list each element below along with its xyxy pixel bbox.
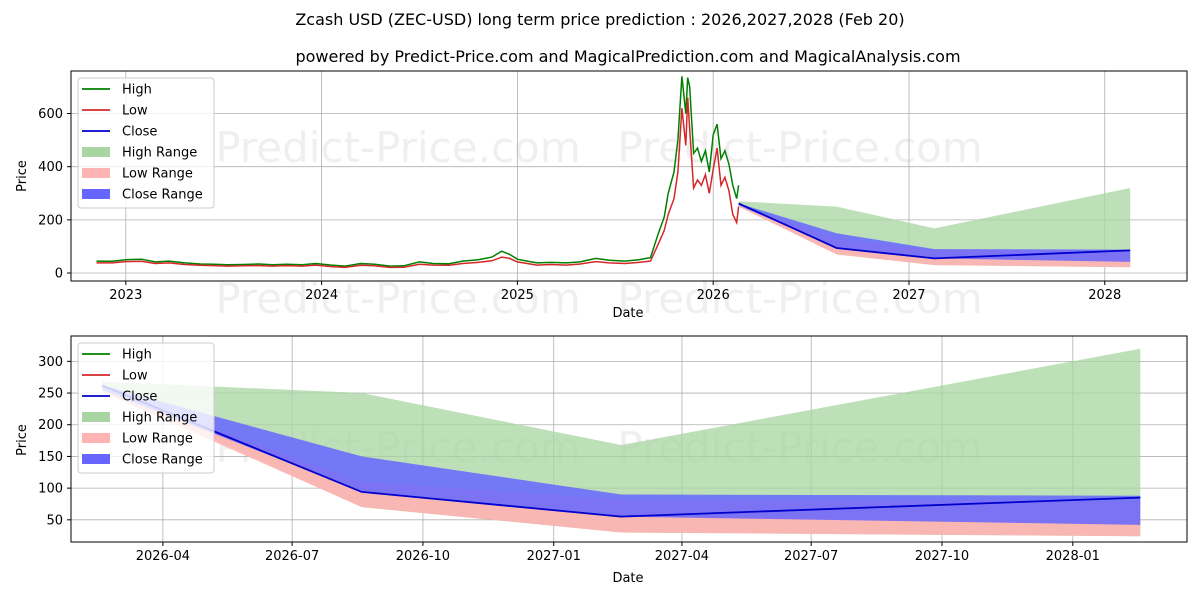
legend-label: Low Range bbox=[122, 167, 193, 182]
x-tick-label: 2027-01 bbox=[527, 549, 581, 564]
top-y-axis-label: Price bbox=[15, 160, 30, 192]
high-line bbox=[96, 76, 740, 267]
legend-label: High bbox=[122, 83, 152, 98]
legend-label: Low bbox=[122, 369, 148, 384]
x-tick-label: 2023 bbox=[109, 288, 142, 303]
x-tick-label: 2027-10 bbox=[915, 549, 969, 564]
y-tick-label: 600 bbox=[38, 107, 63, 122]
x-tick-label: 2027-04 bbox=[655, 549, 709, 564]
close-forecast-line bbox=[738, 202, 1131, 260]
x-tick-label: 2028 bbox=[1088, 288, 1121, 303]
legend-label: Low Range bbox=[122, 432, 193, 447]
bottom-chart-panel: Predict-Price.com Predict-Price.com 2026… bbox=[15, 335, 1188, 586]
watermark-top-4: Predict-Price.com bbox=[617, 274, 982, 323]
watermark-top-2: Predict-Price.com bbox=[617, 123, 982, 172]
legend-swatch bbox=[82, 147, 110, 157]
legend-label: High Range bbox=[122, 146, 197, 161]
top-x-axis-label: Date bbox=[612, 306, 643, 321]
y-tick-label: 100 bbox=[38, 482, 63, 497]
legend-swatch bbox=[82, 168, 110, 178]
watermark-top-3: Predict-Price.com bbox=[215, 274, 580, 323]
x-tick-label: 2024 bbox=[305, 288, 338, 303]
watermark-top-1: Predict-Price.com bbox=[215, 123, 580, 172]
bottom-y-axis-label: Price bbox=[15, 424, 30, 456]
y-tick-label: 400 bbox=[38, 160, 63, 175]
chart-title: Zcash USD (ZEC-USD) long term price pred… bbox=[295, 10, 904, 29]
chart-subtitle: powered by Predict-Price.com and Magical… bbox=[295, 47, 960, 66]
legend-box bbox=[77, 77, 215, 209]
x-tick-label: 2027-07 bbox=[784, 549, 838, 564]
close-range-band bbox=[102, 385, 1141, 525]
legend-label: Close bbox=[122, 125, 157, 140]
x-tick-label: 2026 bbox=[697, 288, 730, 303]
bottom-plot-frame bbox=[70, 335, 1188, 543]
low-range-band bbox=[102, 389, 1141, 537]
x-tick-label: 2028-01 bbox=[1046, 549, 1100, 564]
legend-label: Close Range bbox=[122, 188, 203, 203]
legend-swatch bbox=[82, 412, 110, 422]
legend-swatch bbox=[82, 189, 110, 199]
legend-label: Close bbox=[122, 390, 157, 405]
legend-box bbox=[77, 342, 215, 474]
y-tick-label: 0 bbox=[55, 267, 63, 282]
x-tick-label: 2025 bbox=[501, 288, 534, 303]
legend-label: Low bbox=[122, 104, 148, 119]
y-tick-label: 250 bbox=[38, 387, 63, 402]
legend-label: Close Range bbox=[122, 453, 203, 468]
legend-label: High bbox=[122, 348, 152, 363]
y-tick-label: 200 bbox=[38, 418, 63, 433]
legend-swatch bbox=[82, 433, 110, 443]
x-tick-label: 2026-04 bbox=[136, 549, 190, 564]
low-line bbox=[96, 97, 740, 269]
legend-label: High Range bbox=[122, 411, 197, 426]
top-chart-panel: Predict-Price.com Predict-Price.com Pred… bbox=[15, 70, 1188, 323]
close-forecast-line bbox=[101, 384, 1141, 518]
top-plot-frame bbox=[70, 70, 1188, 282]
bottom-legend: High Low Close High Range Low Range Close Ran… bbox=[77, 342, 215, 474]
legend-swatch bbox=[82, 454, 110, 464]
y-tick-label: 300 bbox=[38, 355, 63, 370]
x-tick-label: 2027 bbox=[892, 288, 925, 303]
bottom-x-axis-label: Date bbox=[612, 571, 643, 586]
x-tick-label: 2026-07 bbox=[265, 549, 319, 564]
top-legend: High Low Close High Range Low Range Close Ran… bbox=[77, 77, 215, 209]
x-tick-label: 2026-10 bbox=[396, 549, 450, 564]
y-tick-label: 200 bbox=[38, 213, 63, 228]
y-tick-label: 50 bbox=[46, 513, 63, 528]
y-tick-label: 150 bbox=[38, 450, 63, 465]
